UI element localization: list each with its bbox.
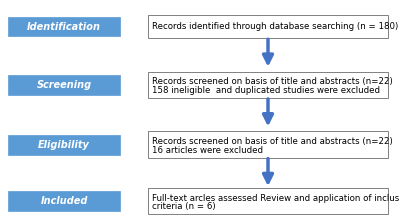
Text: Eligibility: Eligibility — [38, 140, 90, 150]
FancyBboxPatch shape — [8, 17, 120, 36]
FancyBboxPatch shape — [8, 191, 120, 211]
FancyBboxPatch shape — [148, 188, 388, 214]
FancyBboxPatch shape — [148, 15, 388, 38]
Text: 158 ineligible  and duplicated studies were excluded: 158 ineligible and duplicated studies we… — [152, 86, 380, 95]
Text: Full-text arcles assessed Review and application of inclusion: Full-text arcles assessed Review and app… — [152, 194, 400, 202]
FancyBboxPatch shape — [8, 135, 120, 155]
Text: Included: Included — [40, 196, 88, 206]
Text: Identification: Identification — [27, 21, 101, 32]
Text: criteria (n = 6): criteria (n = 6) — [152, 202, 216, 211]
FancyBboxPatch shape — [8, 75, 120, 95]
Text: Records screened on basis of title and abstracts (n=22): Records screened on basis of title and a… — [152, 137, 393, 146]
Text: Records screened on basis of title and abstracts (n=22): Records screened on basis of title and a… — [152, 78, 393, 86]
FancyBboxPatch shape — [148, 72, 388, 98]
Text: Records identified through database searching (n = 180): Records identified through database sear… — [152, 22, 398, 31]
FancyBboxPatch shape — [148, 131, 388, 158]
Text: Screening: Screening — [36, 80, 92, 90]
Text: 16 articles were excluded: 16 articles were excluded — [152, 146, 263, 154]
